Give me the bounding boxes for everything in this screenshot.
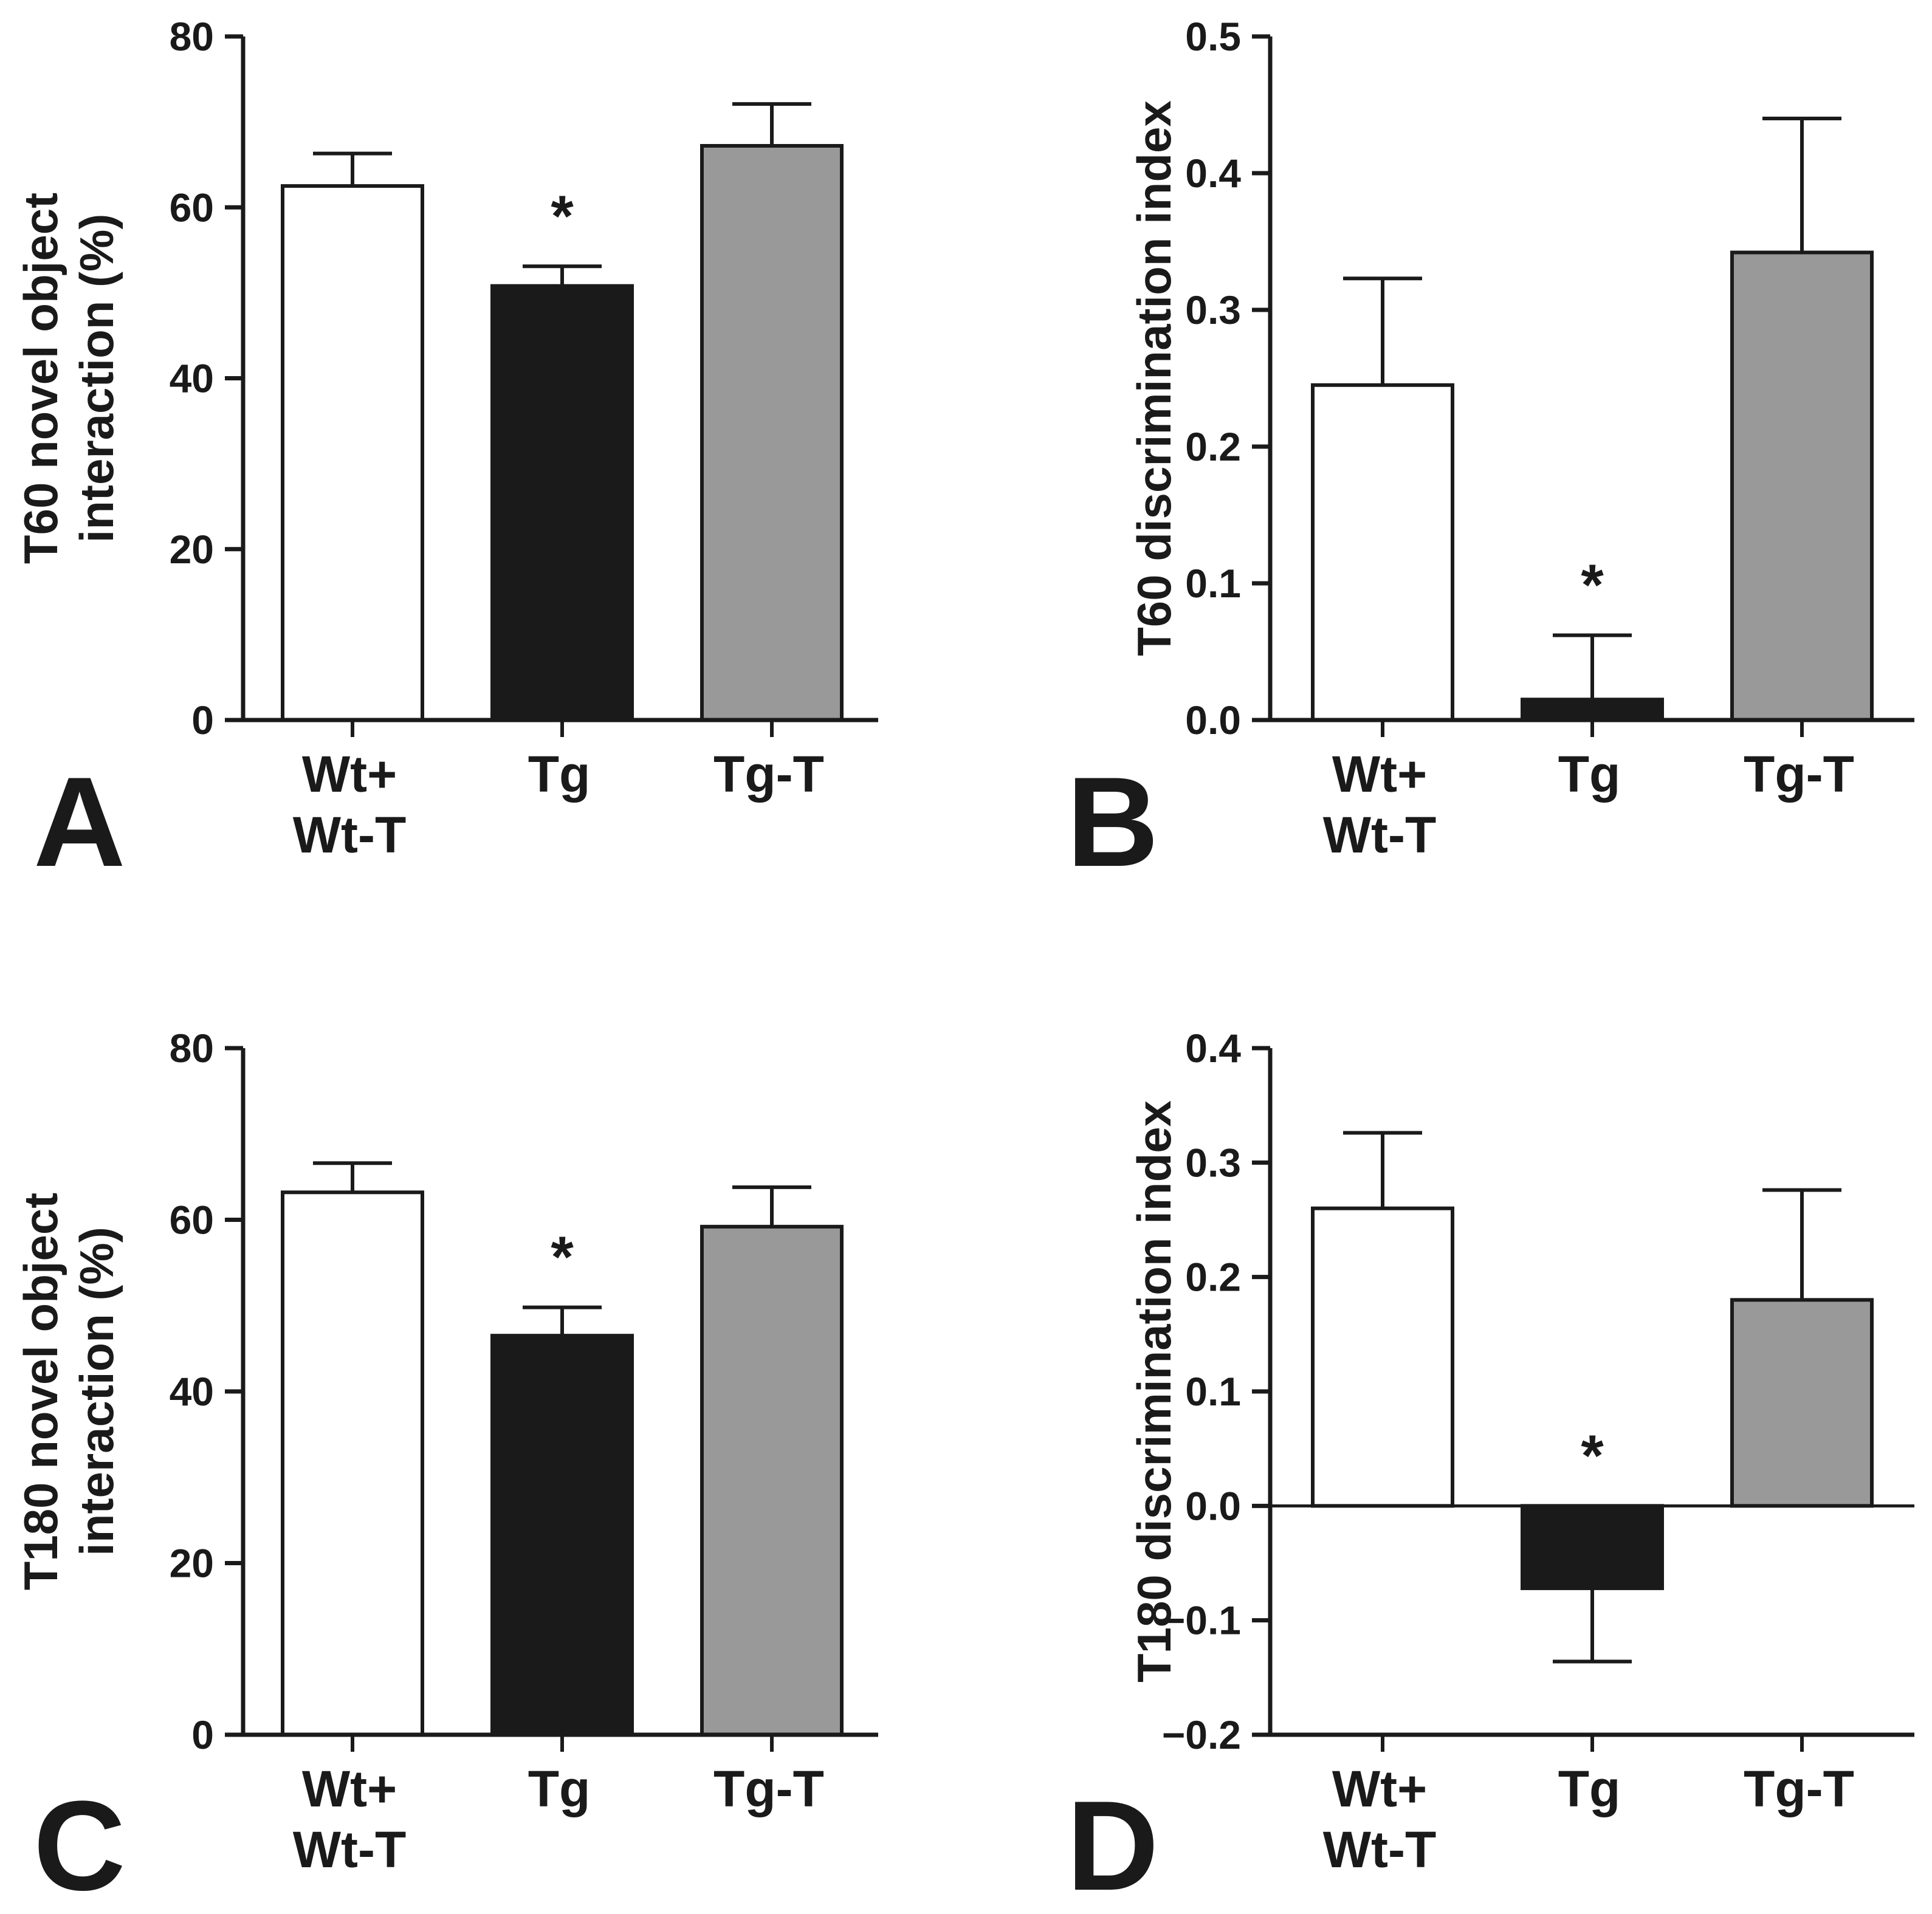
- significance-marker: *: [551, 1225, 574, 1290]
- x-category-label: Wt+: [1332, 1760, 1427, 1817]
- x-category-label: Wt+: [302, 1760, 397, 1817]
- x-category-label: Tg-T: [1744, 746, 1854, 803]
- y-axis-title: interaction (%): [70, 1227, 123, 1556]
- panel-letter: C: [33, 1774, 126, 1914]
- y-tick-label: 40: [170, 356, 214, 401]
- y-tick-label: 0.1: [1185, 1369, 1241, 1414]
- y-tick-label: 0.3: [1185, 287, 1241, 332]
- y-tick-label: −0.2: [1162, 1712, 1241, 1757]
- y-tick-label: 0.1: [1185, 561, 1241, 606]
- y-tick-label: 0.5: [1185, 14, 1241, 59]
- bar-tg: [490, 284, 634, 722]
- bar-tgt: [700, 1224, 844, 1737]
- bar-tg: [490, 1334, 634, 1737]
- y-tick-label: 0.0: [1185, 1483, 1241, 1528]
- x-category-label: Wt-T: [293, 806, 407, 863]
- y-tick-label: 20: [170, 527, 214, 572]
- x-category-label: Wt-T: [293, 1821, 407, 1878]
- y-tick-label: 0.3: [1185, 1140, 1241, 1185]
- bar-wt: [281, 1190, 424, 1737]
- bar-tgt: [700, 144, 844, 722]
- panel-a: 0 20 40 60 80 T60 novel object interaction (%)…: [14, 14, 878, 893]
- panel-letter: A: [33, 750, 126, 893]
- y-tick-label: 40: [170, 1369, 214, 1414]
- y-tick-label: 0.4: [1185, 1026, 1241, 1071]
- panel-letter: B: [1067, 750, 1159, 893]
- x-category-label: Tg: [528, 1760, 591, 1817]
- y-axis-title: T180 novel object: [14, 1193, 67, 1591]
- y-tick-label: 0.0: [1185, 698, 1241, 743]
- x-category-label: Tg-T: [713, 746, 824, 803]
- x-category-label: Tg: [528, 746, 591, 803]
- significance-marker: *: [1581, 1423, 1604, 1488]
- panel-letter: D: [1067, 1774, 1159, 1914]
- y-tick-label: 0: [191, 698, 214, 743]
- y-axis-title: T60 novel object: [14, 193, 67, 564]
- x-category-label: Tg-T: [1744, 1760, 1854, 1817]
- y-tick-label: 80: [170, 14, 214, 59]
- bar-tg: [1521, 1504, 1664, 1590]
- y-tick-label: 60: [170, 1198, 214, 1243]
- y-tick-label: 0.2: [1185, 424, 1241, 469]
- y-tick-label: 0: [191, 1712, 214, 1757]
- y-tick-label: 0.4: [1185, 151, 1241, 196]
- y-axis-title: T60 discrimination index: [1127, 100, 1181, 656]
- x-category-label: Wt-T: [1323, 1821, 1437, 1878]
- y-tick-label: 80: [170, 1026, 214, 1071]
- x-category-label: Wt-T: [1323, 806, 1437, 863]
- bar-tgt: [1730, 1298, 1874, 1508]
- x-category-label: Wt+: [302, 746, 397, 803]
- y-axis-title: interaction (%): [70, 214, 123, 543]
- significance-marker: *: [551, 184, 574, 249]
- x-category-label: Tg: [1558, 746, 1621, 803]
- bar-wt: [1311, 383, 1454, 722]
- y-tick-label: 20: [170, 1541, 214, 1586]
- bar-tgt: [1730, 250, 1874, 722]
- bar-wt: [281, 184, 424, 722]
- y-tick-label: −0.1: [1162, 1598, 1241, 1643]
- bar-tg: [1521, 698, 1664, 722]
- y-tick-label: 60: [170, 185, 214, 230]
- x-category-label: Wt+: [1332, 746, 1427, 803]
- panel-c: 0 20 40 60 80 T180 novel object interaction (%…: [14, 1026, 878, 1914]
- significance-marker: *: [1581, 553, 1604, 618]
- x-category-label: Tg: [1558, 1760, 1621, 1817]
- y-tick-label: 0.2: [1185, 1255, 1241, 1300]
- bar-wt: [1311, 1206, 1454, 1508]
- y-axis-title: T180 discrimination index: [1127, 1100, 1181, 1682]
- x-category-label: Tg-T: [713, 1760, 824, 1817]
